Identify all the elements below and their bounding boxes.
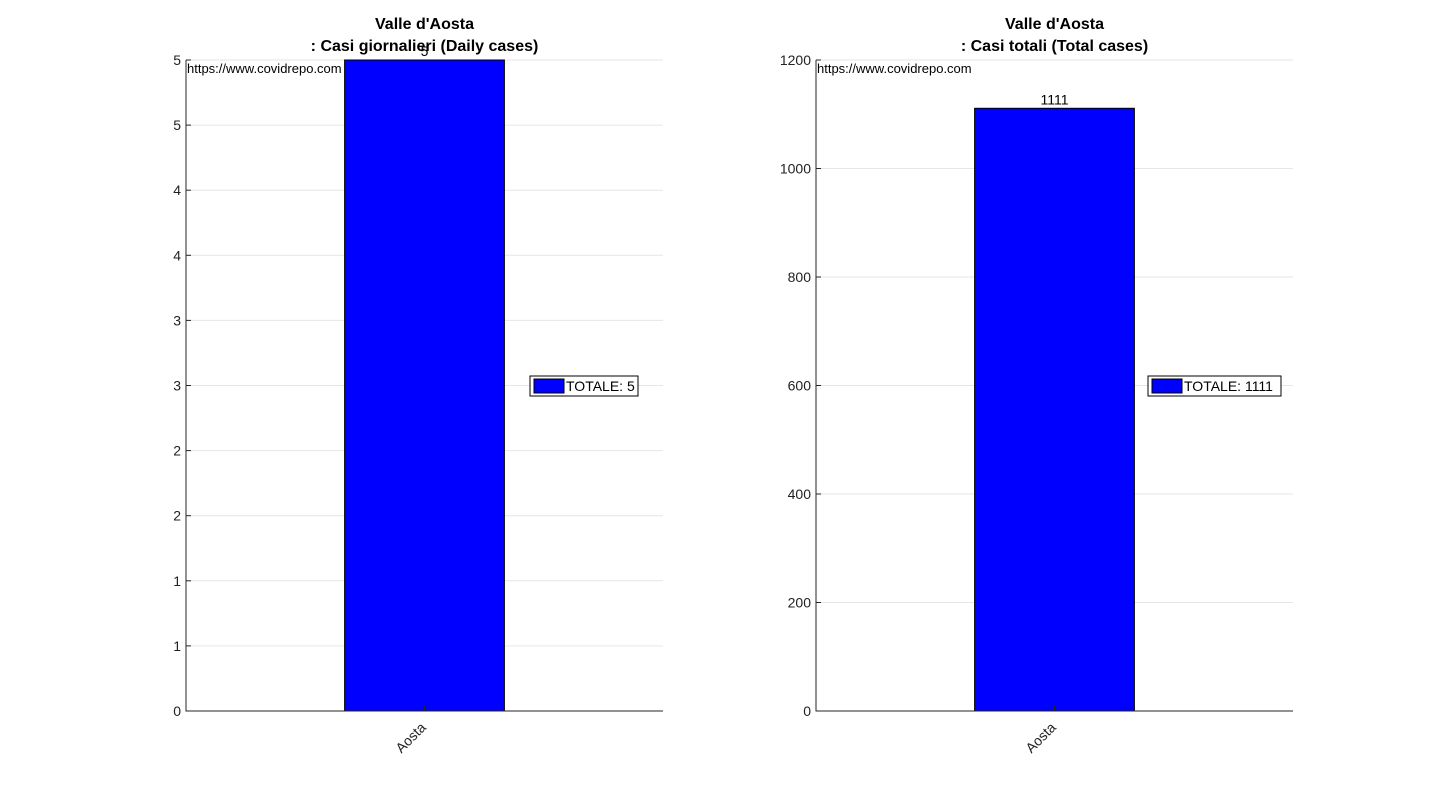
legend: TOTALE: 5 [529,375,639,397]
legend: TOTALE: 1111 [1147,375,1282,397]
y-tick-label: 2 [173,443,181,459]
data-label: 1111 [1040,91,1068,107]
y-tick-label: 4 [173,247,181,263]
y-tick-label: 0 [803,703,811,719]
watermark-text: https://www.covidrepo.com [187,61,342,76]
chart-panel-1: 0 1 1 2 2 3 3 4 4 5 5 5 Aosta Valle d'Aosta : Casi gio… [173,16,663,756]
chart-panel-2: 0 200 400 600 800 1000 1200 1111 Aosta Valle d'Ao… [780,16,1293,756]
axes [185,60,663,712]
y-tick-label: 0 [173,703,181,719]
x-tick-label: Aosta [1022,719,1059,756]
y-tick-label: 5 [173,117,181,133]
chart-title: Valle d'Aosta [1005,16,1104,33]
bar [974,107,1135,712]
y-tick-label: 1 [173,573,181,589]
data-label: 5 [421,43,429,59]
y-tick-label: 1000 [780,161,811,177]
y-tick-label: 5 [173,52,181,68]
y-tick-label: 4 [173,182,181,198]
y-tick-label: 400 [788,486,812,502]
y-tick-label: 1200 [780,52,811,68]
bar [344,59,505,712]
chart-subtitle: : Casi giornalieri (Daily cases) [311,38,539,55]
y-tick-label: 3 [173,312,181,328]
y-tick-label: 600 [788,378,812,394]
legend-swatch [533,378,565,394]
y-tick-label: 3 [173,378,181,394]
watermark-text: https://www.covidrepo.com [817,61,972,76]
y-tick-label: 200 [788,595,812,611]
legend-swatch [1151,378,1183,394]
y-tick-label: 1 [173,638,181,654]
y-tick-label: 2 [173,508,181,524]
legend-label: TOTALE: 5 [566,378,635,394]
axes [815,60,1293,712]
y-tick-label: 800 [788,269,812,285]
chart-subtitle: : Casi totali (Total cases) [961,38,1148,55]
chart-title: Valle d'Aosta [375,16,474,33]
legend-label: TOTALE: 1111 [1184,378,1273,394]
x-tick-label: Aosta [392,719,429,756]
